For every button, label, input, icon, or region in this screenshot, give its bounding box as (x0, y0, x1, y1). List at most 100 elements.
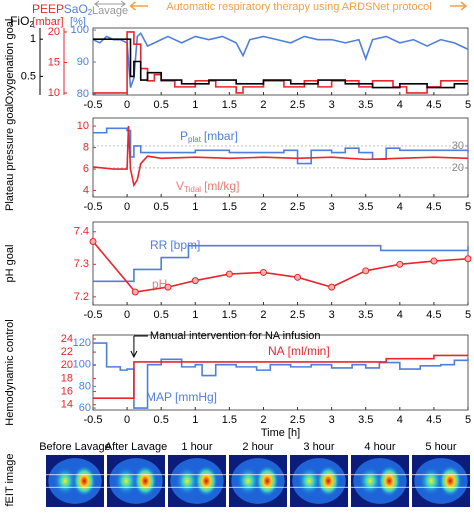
eit-lung-right (133, 465, 157, 497)
x-tick-label: 1.5 (222, 414, 237, 426)
axis-name: MAP [mmHg] (146, 390, 217, 404)
x-tick-label: 1 (192, 309, 198, 321)
y-tick-label: 10 (77, 120, 89, 132)
x-tick-label: 5 (465, 414, 471, 426)
x-tick-label: 2.5 (290, 309, 305, 321)
x-tick-label: 3.5 (358, 99, 373, 111)
eit-lung-right (72, 465, 96, 497)
eit-lung-left (297, 466, 321, 496)
x-tick-label: 4.5 (426, 414, 441, 426)
x-tick-label: 3.5 (358, 414, 373, 426)
x-tick-label: 2 (260, 201, 266, 213)
eit-caption: 5 hour (425, 441, 457, 453)
y-tick-label: 7.2 (74, 291, 89, 303)
x-tick-label: 0 (124, 201, 130, 213)
axis-name-text: FiO (10, 14, 29, 28)
y-tick-label: 14 (61, 399, 73, 411)
eit-lung-right (377, 465, 401, 497)
lavage-label: Lavage (92, 5, 128, 17)
x-tick-label: 2.5 (290, 99, 305, 111)
x-tick-label: 5 (465, 99, 471, 111)
eit-lung-right (255, 465, 279, 497)
eit-lung-right (438, 465, 462, 497)
eit-lung-left (419, 466, 443, 496)
x-tick-label: 1.5 (222, 309, 237, 321)
y-tick-label: 15 (48, 56, 60, 68)
y-tick-label: 20 (61, 359, 73, 371)
series-marker (164, 283, 172, 291)
y-tick-label: 80 (79, 380, 91, 392)
x-tick-label: 4 (397, 201, 403, 213)
y-axis-title: Hemodynamic control (4, 319, 16, 425)
annotation-arrow (130, 336, 138, 359)
eit-caption: Before Lavage (39, 441, 111, 453)
x-tick-label: -0.5 (84, 201, 103, 213)
y-axis-title: pH goal (4, 245, 16, 283)
axis-name-text: RR (150, 238, 168, 252)
series-marker (328, 283, 336, 291)
x-tick-label: 3 (329, 201, 335, 213)
series-marker (464, 255, 472, 263)
x-tick-label: 2 (260, 414, 266, 426)
axis-name-subscript: 2 (88, 8, 93, 17)
eit-caption: 4 hour (364, 441, 396, 453)
x-tick-label: 1 (192, 201, 198, 213)
y-tick-label: 18 (61, 372, 73, 384)
plot-frame (92, 27, 469, 96)
y-tick-label: 20 (48, 26, 60, 38)
axis-unit: [bpm] (170, 238, 200, 252)
plot-frame (92, 221, 469, 306)
x-tick-label: 2.5 (290, 414, 305, 426)
axis-unit: [mmHg] (175, 390, 217, 404)
series-marker (294, 273, 302, 281)
axis-unit: [ml/kg] (204, 179, 239, 193)
axis-name: FiO2 (10, 14, 34, 29)
x-tick-label: 1 (192, 414, 198, 426)
series-line (93, 38, 468, 89)
x-tick-label: 0.5 (154, 414, 169, 426)
axis-name-text: SaO (64, 2, 88, 16)
series-marker (259, 268, 267, 276)
x-tick-label: 0.5 (154, 309, 169, 321)
eit-lung-left (358, 466, 382, 496)
axis-name: VTidal [ml/kg] (176, 179, 239, 194)
x-tick-label: 1.5 (222, 201, 237, 213)
series-marker (362, 267, 370, 275)
eit-lung-left (175, 466, 199, 496)
axis-name-text: MAP (146, 390, 172, 404)
x-tick-label: 4 (397, 99, 403, 111)
x-tick-label: 3.5 (358, 309, 373, 321)
therapy-label: Automatic respiratory therapy using ARDS… (166, 1, 431, 13)
eit-label: fEIT image (4, 454, 16, 507)
axis-name: PEEP (32, 2, 64, 16)
x-axis-title: Time [h] (261, 427, 300, 439)
series-line (93, 354, 468, 399)
plot-frame (92, 334, 469, 411)
eit-lung-left (236, 466, 260, 496)
y-tick-label: 60 (79, 402, 91, 414)
x-tick-label: -0.5 (84, 414, 103, 426)
y-tick-label: 8 (83, 141, 89, 153)
axis-name-subscript: Tidal (184, 185, 201, 194)
y-tick-label: 22 (61, 346, 73, 358)
x-tick-label: 0 (124, 414, 130, 426)
axis-name-text: P (180, 129, 188, 143)
eit-caption: After Lavage (105, 441, 167, 453)
x-tick-label: 3.5 (358, 201, 373, 213)
axis-name: RR [bpm] (150, 238, 200, 252)
series-line (92, 126, 469, 188)
series-marker (131, 288, 139, 296)
y-tick-label: 120 (73, 337, 91, 349)
axis-name: SaO2 (64, 2, 93, 17)
y-tick-label: 7.4 (74, 226, 89, 238)
y-tick-label: 6 (83, 163, 89, 175)
series-line (93, 342, 469, 409)
eit-lung-right (194, 465, 218, 497)
axis-unit: [mbar] (32, 16, 63, 28)
x-tick-label: 4 (397, 309, 403, 321)
axis-name: Pplat [mbar] (180, 129, 238, 144)
y-tick-label: 80 (77, 88, 89, 100)
axis-unit: [mbar] (204, 129, 238, 143)
lavage-arrow (94, 0, 126, 8)
